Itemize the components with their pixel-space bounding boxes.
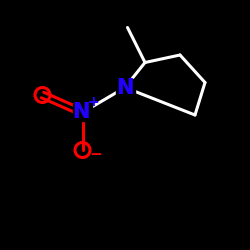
- Bar: [116, 79, 134, 96]
- Text: N: N: [72, 102, 90, 122]
- Text: +: +: [87, 95, 99, 109]
- Text: +: +: [87, 95, 99, 109]
- Text: N: N: [116, 78, 134, 98]
- Text: N: N: [72, 102, 90, 122]
- Text: −: −: [90, 147, 102, 162]
- Text: N: N: [116, 78, 134, 98]
- Bar: [73, 104, 92, 121]
